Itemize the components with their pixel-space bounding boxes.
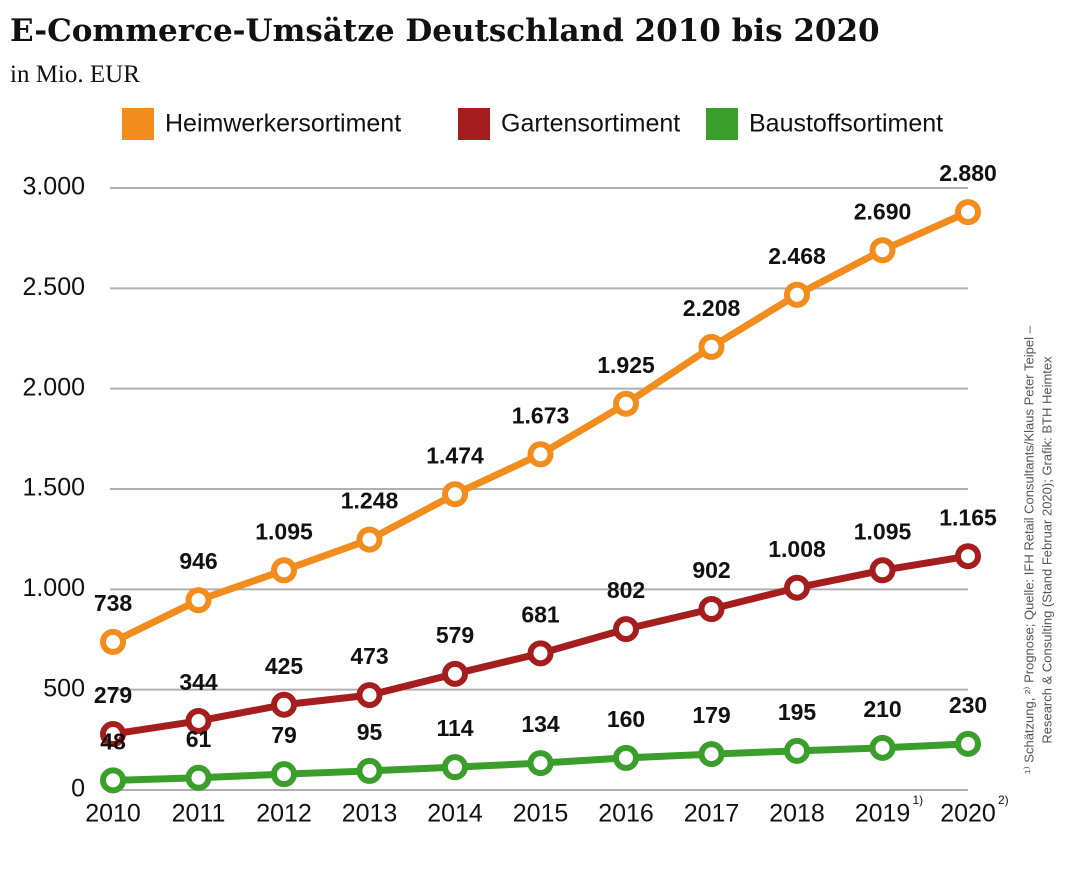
value-label: 473	[350, 643, 388, 669]
value-label: 344	[179, 669, 218, 695]
source-note: Research & Consulting (Stand Februar 202…	[1039, 356, 1054, 744]
value-label: 61	[186, 726, 212, 752]
data-point	[698, 333, 725, 360]
y-tick-label: 3.000	[22, 173, 85, 201]
x-tick-label: 2016	[598, 800, 654, 828]
value-label: 2.880	[939, 160, 997, 186]
data-point	[271, 557, 297, 584]
value-label: 946	[179, 548, 217, 574]
value-label: 279	[94, 682, 132, 708]
x-tick-label: 2015	[513, 800, 569, 828]
x-tick-label: 2017	[684, 800, 740, 828]
data-point	[185, 764, 212, 791]
value-label: 1.095	[854, 518, 912, 544]
data-point	[185, 587, 212, 614]
value-label: 179	[692, 702, 730, 728]
data-point	[100, 628, 126, 655]
x-tick-label: 2011	[172, 800, 226, 828]
data-point	[698, 741, 725, 768]
y-tick-label: 2.000	[22, 373, 85, 401]
value-label: 230	[949, 692, 987, 718]
legend-label: Baustoffsortiment	[749, 110, 943, 138]
legend-label: Heimwerkersortiment	[165, 110, 401, 138]
data-point	[955, 199, 981, 226]
value-label: 1.095	[255, 518, 313, 544]
source-note: ¹⁾ Schätzung, ²⁾ Prognose; Quelle: IFH R…	[1021, 325, 1036, 773]
value-label: 1.474	[426, 442, 484, 468]
value-label: 160	[607, 706, 645, 732]
y-tick-label: 0	[71, 775, 85, 803]
legend-swatch	[122, 108, 154, 140]
data-point	[271, 691, 297, 718]
value-label: 802	[607, 577, 645, 603]
value-label: 95	[357, 719, 383, 745]
data-point	[442, 754, 468, 781]
x-tick-note: 2)	[998, 793, 1009, 807]
chart-subtitle: in Mio. EUR	[10, 61, 140, 88]
x-tick-label: 2013	[342, 800, 398, 828]
data-point	[527, 640, 554, 667]
value-label: 134	[521, 711, 560, 737]
y-tick-label: 1.500	[22, 474, 85, 502]
data-point	[784, 737, 810, 764]
data-point	[442, 481, 468, 508]
data-point	[527, 750, 554, 777]
value-label: 681	[521, 601, 560, 627]
value-label: 1.673	[512, 402, 570, 428]
x-tick-label: 2012	[256, 800, 312, 828]
value-label: 79	[271, 722, 297, 748]
data-point	[869, 734, 896, 761]
data-point	[869, 237, 896, 264]
legend-label: Gartensortiment	[501, 110, 680, 138]
data-point	[356, 682, 383, 709]
value-label: 902	[692, 557, 730, 583]
data-point	[613, 744, 639, 771]
data-point	[527, 441, 554, 468]
data-point	[356, 757, 383, 784]
x-tick-label: 2018	[769, 800, 825, 828]
value-label: 114	[436, 715, 473, 741]
data-point	[698, 595, 725, 622]
x-tick-note: 1)	[913, 793, 924, 807]
data-point	[613, 390, 639, 417]
data-point	[955, 543, 981, 570]
data-point	[869, 557, 896, 584]
legend-swatch	[706, 108, 738, 140]
data-point	[784, 574, 810, 601]
data-point	[185, 707, 212, 734]
x-tick-label: 2010	[85, 800, 141, 828]
value-label: 1.008	[768, 536, 826, 562]
value-label: 195	[778, 699, 817, 725]
value-label: 738	[94, 590, 133, 616]
value-label: 579	[436, 622, 474, 648]
value-label: 2.208	[683, 295, 741, 321]
data-point	[100, 767, 126, 794]
data-point	[955, 730, 981, 757]
y-tick-label: 500	[43, 674, 85, 702]
legend-swatch	[458, 108, 490, 140]
value-label: 2.690	[854, 198, 912, 224]
data-point	[271, 761, 297, 788]
value-label: 425	[265, 653, 304, 679]
y-tick-label: 2.500	[22, 273, 85, 301]
value-label: 48	[100, 728, 126, 754]
x-tick-label: 2014	[427, 800, 483, 828]
y-tick-label: 1.000	[22, 574, 85, 602]
value-label: 2.468	[768, 243, 826, 269]
data-point	[784, 281, 810, 308]
value-label: 210	[863, 696, 901, 722]
value-label: 1.248	[341, 488, 399, 514]
chart-title: E-Commerce-Umsätze Deutschland 2010 bis …	[10, 13, 880, 49]
data-point	[356, 526, 383, 553]
x-tick-label: 2020	[940, 800, 996, 828]
x-tick-label: 2019	[855, 800, 911, 828]
data-point	[442, 660, 468, 687]
value-label: 1.925	[597, 352, 655, 378]
data-point	[100, 721, 126, 748]
value-label: 1.165	[939, 504, 997, 530]
data-point	[613, 616, 639, 643]
